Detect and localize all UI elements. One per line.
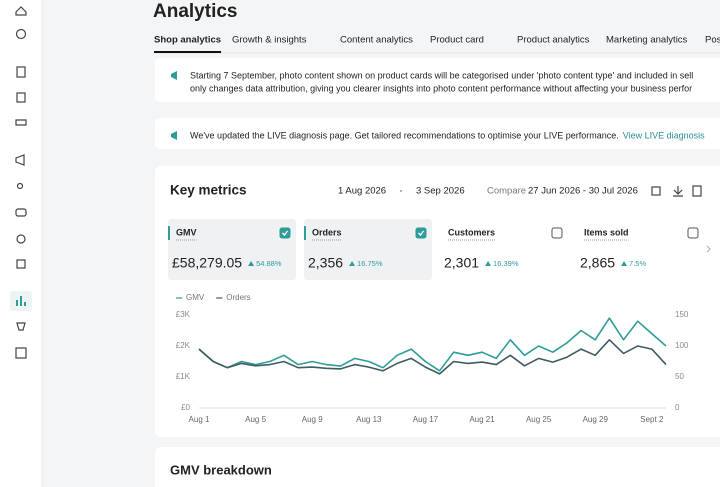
x-tick-label: Aug 25: [526, 415, 552, 424]
x-tick-label: Aug 1: [189, 415, 210, 424]
x-tick-label: Aug 9: [302, 415, 323, 424]
notice-text: only changes data attribution, giving yo…: [190, 83, 692, 93]
x-tick-label: Aug 29: [583, 415, 609, 424]
change-arrow: [248, 261, 255, 266]
end-date[interactable]: 3 Sep 2026: [416, 186, 465, 197]
metric-label: Orders: [312, 227, 342, 237]
analytics-icon[interactable]: [16, 296, 26, 306]
x-tick-label: Aug 13: [356, 415, 382, 424]
change-arrow: [485, 261, 492, 266]
tab[interactable]: Shop analytics: [154, 35, 221, 46]
y2-tick-label: 150: [675, 310, 689, 319]
x-tick-label: Aug 5: [245, 415, 266, 424]
y-tick-label: £2K: [176, 341, 191, 350]
metrics: GMV £58,279.05 54.88% Orders 2,356 16.75% Cust…: [168, 219, 699, 280]
next-arrow[interactable]: [706, 245, 711, 253]
metric-value: 2,865: [580, 255, 615, 271]
checkmark: [282, 230, 289, 237]
add-icon[interactable]: [15, 28, 27, 40]
notice-card: [155, 58, 720, 102]
metric-label: Items sold: [584, 227, 629, 237]
live-icon[interactable]: [15, 208, 27, 217]
tabs: Shop analytics Growth & insights Content a…: [154, 35, 720, 53]
compare-label: Compare: [487, 186, 526, 197]
x-tick-label: Aug 21: [469, 415, 495, 424]
sidebar-icons[interactable]: [10, 6, 32, 359]
tab[interactable]: Content analytics: [340, 35, 413, 46]
metric-change: 7.5%: [629, 259, 646, 268]
products-icon[interactable]: [16, 92, 26, 103]
growth-icon[interactable]: [16, 322, 26, 331]
y2-tick-label: 50: [675, 372, 684, 381]
metric-label: Customers: [448, 227, 495, 237]
metric-checkbox[interactable]: [551, 227, 563, 239]
tab-underline: [154, 51, 222, 53]
notice-card: [155, 118, 720, 149]
metric-checkbox[interactable]: [279, 227, 291, 239]
series-line: [198, 317, 667, 372]
tab[interactable]: Product card: [430, 35, 484, 46]
y2-tick-label: 0: [675, 403, 680, 412]
affiliate-icon[interactable]: [16, 234, 26, 244]
metric-accent: [168, 226, 170, 240]
key-metrics-title: Key metrics: [170, 183, 247, 198]
notice-text: We've updated the LIVE diagnosis page. G…: [190, 130, 619, 140]
metric-value: 2,356: [308, 255, 343, 271]
y-tick-label: £1K: [176, 372, 191, 381]
breakdown-card: [155, 447, 720, 487]
notices: Starting 7 September, photo content show…: [155, 58, 720, 149]
tab[interactable]: Pos: [705, 35, 720, 46]
key-metrics-card: [155, 166, 720, 437]
orders-icon[interactable]: [16, 66, 26, 78]
metric-checkbox[interactable]: [687, 227, 699, 239]
metric-value: £58,279.05: [172, 255, 242, 271]
marketing-icon[interactable]: [15, 154, 25, 166]
metric-change: 54.88%: [256, 259, 282, 268]
edit-icon[interactable]: [651, 186, 661, 196]
notice-text: Starting 7 September, photo content show…: [190, 70, 693, 80]
download-icon[interactable]: [673, 186, 683, 197]
change-arrow: [349, 261, 356, 266]
shipping-icon[interactable]: [15, 119, 27, 126]
metric-card-bg[interactable]: [304, 219, 432, 280]
compare-range[interactable]: 27 Jun 2026 - 30 Jul 2026: [528, 186, 638, 197]
finance-icon[interactable]: [15, 347, 27, 359]
y2-tick-label: 100: [675, 341, 689, 350]
breakdown-title: GMV breakdown: [170, 462, 272, 477]
report-icon[interactable]: [692, 185, 702, 197]
metric-value: 2,301: [444, 255, 479, 271]
metric-label: GMV: [176, 227, 197, 237]
customers-icon[interactable]: [16, 182, 24, 190]
chart: £0 £1K £2K £3K 0 50 100 150 Aug 1 Aug 5 Aug 9 Aug 1…: [176, 293, 689, 424]
tab[interactable]: Marketing analytics: [606, 35, 688, 46]
checkmark: [418, 230, 425, 237]
change-arrow: [621, 261, 628, 266]
y-tick-label: £0: [181, 403, 190, 412]
metric-checkbox[interactable]: [415, 227, 427, 239]
series-line: [198, 339, 667, 375]
tab[interactable]: Product analytics: [517, 35, 590, 46]
metric-change: 16.75%: [357, 259, 383, 268]
notice-icon: [171, 131, 177, 140]
start-date[interactable]: 1 Aug 2026: [338, 186, 386, 197]
y-tick-label: £3K: [176, 310, 191, 319]
date-separator: [400, 190, 402, 192]
page-title: Analytics: [153, 1, 237, 22]
x-tick-label: Aug 17: [413, 415, 439, 424]
x-tick-label: Sept 2: [640, 415, 664, 424]
tab[interactable]: Growth & insights: [232, 35, 307, 46]
notice-link[interactable]: View LIVE diagnosis: [623, 130, 705, 140]
metric-accent: [304, 226, 306, 240]
legend-label: GMV: [186, 293, 205, 302]
notice-icon: [171, 71, 177, 80]
home-icon[interactable]: [15, 6, 27, 16]
metric-card-bg[interactable]: [168, 219, 296, 280]
metric-change: 16.39%: [493, 259, 519, 268]
apps-icon[interactable]: [16, 259, 26, 269]
legend-label: Orders: [226, 293, 250, 302]
